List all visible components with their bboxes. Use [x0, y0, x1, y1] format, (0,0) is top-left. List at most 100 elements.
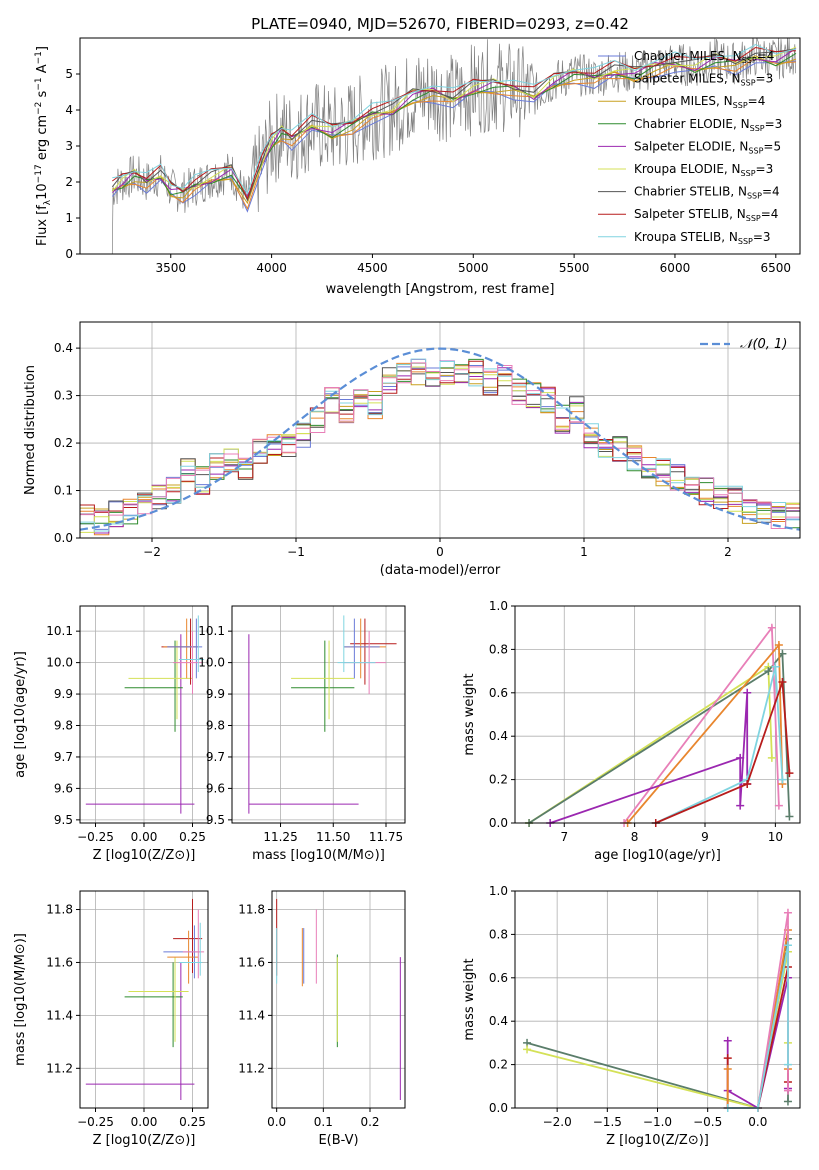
y-tick-label: 0 [65, 247, 73, 261]
gaussian-curve [80, 347, 800, 531]
y-axis-label: mass [log10(M/M⊙)] [13, 933, 28, 1066]
spectrum-panel: 3500 4000 4500 5000 5500 6000 6500 0 1 2 3 4 5 wavele… [34, 37, 801, 297]
y-tick-label: 0.2 [489, 1058, 508, 1072]
legend-n: =3 [756, 162, 774, 176]
y-tick-label: 0.4 [489, 1014, 508, 1028]
x-axis-label: (data-model)/error [380, 563, 501, 578]
x-axis-label: age [log10(age/yr)] [594, 848, 721, 863]
y-axis-label: Normed distribution [23, 365, 38, 495]
legend-n: =3 [753, 230, 771, 244]
y-tick-label: 0.6 [489, 971, 508, 985]
legend-n: =4 [761, 207, 779, 221]
weight-line [549, 692, 749, 824]
x-tick-label: −0.5 [693, 1115, 722, 1129]
y-axis-label: mass weight [462, 673, 477, 755]
y-tick-label: 9.6 [54, 781, 73, 795]
y-tick-label: 11.4 [238, 1008, 265, 1022]
x-tick-label: 5000 [458, 261, 489, 275]
legend-model: Chabrier MILES, N [634, 49, 742, 63]
legend-label: Salpeter MILES, NSSP=3 [634, 72, 773, 88]
x-tick-label: 1 [580, 545, 588, 559]
y-tick-label: 11.8 [238, 903, 265, 917]
legend-model: Kroupa ELODIE, N [634, 162, 741, 176]
y-tick-label: 0.8 [489, 927, 508, 941]
weight-marker [778, 775, 787, 784]
y-tick-label: 1 [65, 211, 73, 225]
legend-sub: SSP [738, 237, 753, 246]
axes-frame [271, 890, 406, 1109]
y-axis-label-part: ] [35, 46, 50, 51]
x-axis-label: mass [log10(M/M⊙)] [252, 848, 385, 863]
axes-frame [79, 321, 801, 539]
legend-n: =3 [765, 117, 783, 131]
x-tick-label: −0.25 [77, 1115, 114, 1129]
age-vs-Z-panel: −0.25 0.00 0.25 9.5 9.6 9.7 9.8 9.9 10.0 10.1 Z [l… [13, 605, 209, 863]
legend-label: Kroupa MILES, NSSP=4 [634, 94, 765, 110]
legend-model: Chabrier STELIB, N [634, 185, 747, 199]
x-tick-label: 0.2 [360, 1115, 379, 1129]
y-tick-label: 0.4 [489, 729, 508, 743]
legend-sub: SSP [746, 214, 761, 223]
residual-panel: −2 −1 0 1 2 0.0 0.1 0.2 0.3 0.4 (data-model)/error… [23, 321, 801, 578]
weight-marker [764, 667, 773, 676]
legend-label: Kroupa STELIB, NSSP=3 [634, 230, 771, 246]
x-tick-label: 6000 [660, 261, 691, 275]
figure-title: PLATE=0940, MJD=52670, FIBERID=0293, z=0… [251, 15, 629, 33]
spectrum-curves [111, 38, 797, 254]
hist-steps [80, 347, 800, 536]
y-tick-label: 11.6 [238, 955, 265, 969]
y-axis-label-part: s [35, 90, 50, 101]
x-tick-label: 3500 [155, 261, 186, 275]
legend-label: Chabrier MILES, NSSP=4 [634, 49, 774, 65]
y-tick-label: 5 [65, 67, 73, 81]
mass-vs-EBV-panel: 0.0 0.1 0.2 11.2 11.4 11.6 11.8 E(B-V) [238, 890, 406, 1148]
weight-line [623, 625, 780, 824]
y-axis-label-part: −2 [34, 102, 44, 115]
age-vs-mass-panel: 11.25 11.50 11.75 9.5 9.6 9.7 9.8 9.9 10.0 10.1 ma… [198, 605, 406, 863]
weight-line [655, 681, 791, 824]
x-tick-label: 11.25 [263, 830, 297, 844]
x-tick-label: 4500 [357, 261, 388, 275]
legend-sub: SSP [747, 192, 762, 201]
x-axis-label: wavelength [Angstrom, rest frame] [326, 282, 555, 297]
y-tick-label: 0.4 [54, 341, 73, 355]
x-tick-label: 0.25 [179, 830, 206, 844]
legend-model: Chabrier ELODIE, N [634, 117, 750, 131]
x-tick-label: 0 [436, 545, 444, 559]
y-tick-label: 10.1 [198, 624, 225, 638]
weight-marker [723, 1054, 732, 1063]
weight-marker [736, 753, 745, 762]
x-tick-label: −2 [143, 545, 161, 559]
y-tick-label: 0.3 [54, 389, 73, 403]
x-axis-label: Z [log10(Z/Z⊙)] [93, 848, 196, 863]
y-axis-label-part: λ [43, 199, 53, 205]
axes-frame [514, 605, 801, 824]
y-tick-label: 0.2 [489, 773, 508, 787]
x-tick-label: 5500 [559, 261, 590, 275]
axes-frame [79, 37, 801, 255]
y-tick-label: 11.6 [46, 955, 73, 969]
x-tick-label: 0.1 [314, 1115, 333, 1129]
weight-marker [783, 941, 792, 950]
x-tick-label: 2 [724, 545, 732, 559]
legend-sub: SSP [741, 79, 756, 88]
axes-frame [79, 605, 209, 824]
legend-model: Salpeter ELODIE, N [634, 139, 748, 153]
x-axis-label: Z [log10(Z/Z⊙)] [606, 1133, 709, 1148]
legend-model: Kroupa MILES, N [634, 94, 733, 108]
y-axis-label: age [log10(age/yr)] [13, 651, 28, 778]
weight-marker [783, 908, 792, 917]
y-tick-label: 0.6 [489, 686, 508, 700]
x-tick-label: 8 [631, 830, 639, 844]
weight-marker [785, 769, 794, 778]
x-tick-label: −2.0 [543, 1115, 572, 1129]
legend-sub: SSP [741, 169, 756, 178]
panels-group: 3500 4000 4500 5000 5500 6000 6500 0 1 2 3 4 5 wavele… [13, 37, 801, 1148]
y-tick-label: 0.0 [489, 816, 508, 830]
y-axis-label-part: −17 [34, 164, 44, 183]
legend-n: =3 [756, 72, 774, 86]
x-tick-label: 0.25 [179, 1115, 206, 1129]
weight-marker [774, 641, 783, 650]
weight-marker [767, 623, 776, 632]
